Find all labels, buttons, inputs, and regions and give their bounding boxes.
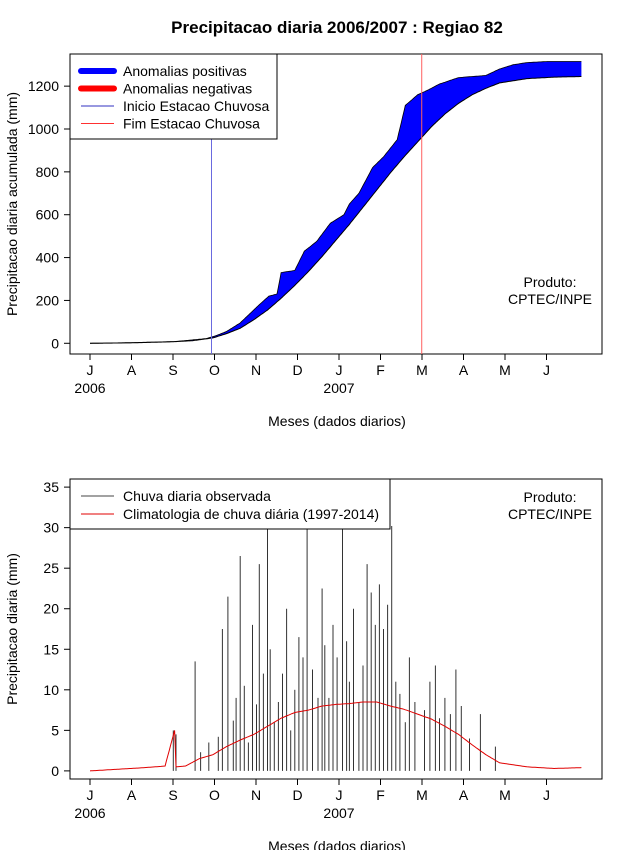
daily-y-tick-label: 35 (43, 479, 59, 495)
cum-month-label: A (459, 362, 469, 378)
cum-month-label: S (168, 362, 177, 378)
cum-y-tick-label: 400 (36, 250, 60, 266)
daily-product-label: Produto: (524, 489, 577, 505)
daily-legend-label: Chuva diaria observada (123, 488, 271, 504)
daily-climatology-line (89, 701, 582, 772)
daily-month-label: M (416, 787, 428, 803)
cum-month-label: A (127, 362, 137, 378)
cum-month-label: J (336, 362, 343, 378)
daily-month-label: O (209, 787, 220, 803)
daily-month-label: J (336, 787, 343, 803)
daily-month-label: J (543, 787, 550, 803)
daily-month-label: J (87, 787, 94, 803)
daily-y-tick-label: 25 (43, 560, 59, 576)
daily-legend: Chuva diaria observada Climatologia de ch… (69, 478, 391, 530)
daily-y-tick-label: 0 (51, 763, 59, 779)
cum-y-tick-label: 800 (36, 164, 60, 180)
cum-y-tick-label: 1200 (28, 78, 59, 94)
cumulative-precipitation-chart: 0 200 400 600 800 1000 1200 J A S O N D J F M A M J 2006 200… (4, 53, 603, 429)
cum-month-label: J (87, 362, 94, 378)
cum-legend: Anomalias positivas Anomalias negativasIn… (69, 53, 278, 140)
cum-month-label: J (543, 362, 550, 378)
cum-product-label: Produto: (524, 274, 577, 290)
daily-y-tick-label: 10 (43, 682, 59, 698)
daily-product-source: CPTEC/INPE (508, 506, 592, 522)
daily-month-label: F (376, 787, 385, 803)
cum-month-label: M (416, 362, 428, 378)
daily-year-label: 2007 (323, 805, 354, 821)
daily-y-tick-label: 30 (43, 520, 59, 536)
cum-month-label: N (251, 362, 261, 378)
cum-month-label: O (209, 362, 220, 378)
cum-y-tick-label: 0 (51, 335, 59, 351)
cum-y-tick-label: 600 (36, 207, 60, 223)
daily-y-tick-label: 15 (43, 641, 59, 657)
cum-year-label: 2007 (323, 380, 354, 396)
daily-legend-label: Climatologia de chuva diária (1997-2014) (123, 506, 379, 522)
daily-month-label: A (127, 787, 137, 803)
cum-y-tick-label: 1000 (28, 121, 59, 137)
daily-month-label: M (499, 787, 511, 803)
observed-cumulative-line (90, 61, 582, 344)
cum-month-label: M (499, 362, 511, 378)
cum-plot-frame (69, 53, 603, 355)
chart-title: Precipitacao diaria 2006/2007 : Regiao 8… (171, 18, 503, 37)
cum-x-axis-label: Meses (dados diarios) (268, 413, 406, 429)
daily-y-axis-label: Precipitacao diaria (mm) (4, 553, 20, 705)
daily-month-label: D (292, 787, 302, 803)
daily-y-tick-label: 5 (51, 722, 59, 738)
daily-legend-box (69, 478, 391, 530)
cum-legend-label: Anomalias negativas (123, 81, 252, 97)
daily-y-tick-label: 20 (43, 601, 59, 617)
cum-y-tick-label: 200 (36, 292, 60, 308)
cum-product-source: CPTEC/INPE (508, 291, 592, 307)
cum-legend-label: Fim Estacao Chuvosa (123, 116, 260, 132)
cum-legend-label: Anomalias positivas (123, 63, 247, 79)
daily-month-label: S (168, 787, 177, 803)
cum-month-label: F (376, 362, 385, 378)
cum-month-label: D (292, 362, 302, 378)
daily-month-label: N (251, 787, 261, 803)
daily-year-label: 2006 (74, 805, 105, 821)
cum-year-label: 2006 (74, 380, 105, 396)
daily-x-axis-label: Meses (dados diarios) (268, 838, 406, 850)
cum-legend-label: Inicio Estacao Chuvosa (123, 98, 270, 114)
daily-precipitation-chart: 0 5 10 15 20 25 30 35 J A S O N D J F M A M J 2006 2007 Meses … (4, 478, 603, 850)
cum-y-axis-label: Precipitacao diaria acumulada (mm) (4, 92, 20, 316)
daily-month-label: A (459, 787, 469, 803)
